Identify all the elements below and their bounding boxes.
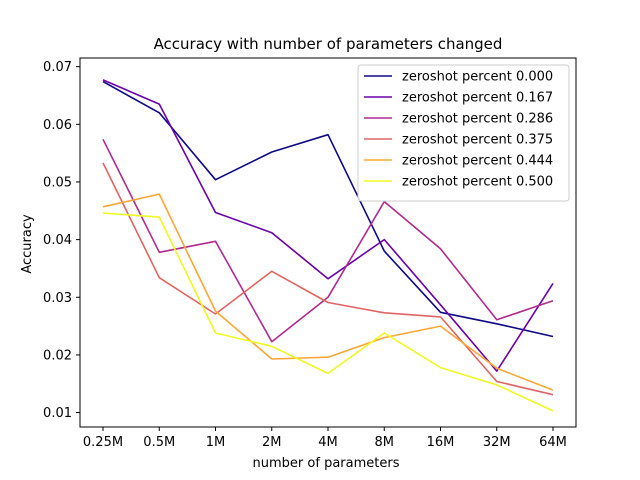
y-tick-label: 0.04: [43, 233, 72, 248]
chart-title: Accuracy with number of parameters chang…: [154, 35, 503, 53]
x-tick-label: 4M: [318, 435, 338, 450]
legend-label: zeroshot percent 0.444: [402, 154, 553, 169]
legend-label: zeroshot percent 0.286: [402, 112, 553, 127]
x-tick-label: 8M: [375, 435, 395, 450]
x-tick-label: 2M: [262, 435, 282, 450]
y-tick-label: 0.03: [43, 291, 72, 306]
plot-lines: [102, 79, 554, 412]
series-line-2: [102, 138, 554, 343]
legend-box: [357, 64, 570, 202]
series-line-4: [102, 193, 554, 391]
x-tick-label: 16M: [427, 435, 455, 450]
series-line-0: [102, 80, 554, 338]
y-tick-label: 0.06: [43, 118, 72, 133]
legend-label: zeroshot percent 0.000: [402, 70, 553, 85]
legend-label: zeroshot percent 0.375: [402, 133, 553, 148]
x-tick-label: 64M: [539, 435, 567, 450]
x-tick-label: 0.25M: [83, 435, 123, 450]
x-tick-label: 1M: [206, 435, 226, 450]
x-tick-label: 32M: [483, 435, 511, 450]
series-line-1: [102, 79, 554, 372]
legend: zeroshot percent 0.000 zeroshot percent 0…: [357, 64, 570, 202]
y-tick-label: 0.02: [43, 348, 72, 363]
y-tick-label: 0.05: [43, 175, 72, 190]
legend-label: zeroshot percent 0.500: [402, 175, 553, 190]
x-axis: 0.25M 0.5M 1M 2M 4M 8M 16M 32M 64M: [83, 427, 567, 450]
legend-label: zeroshot percent 0.167: [402, 91, 553, 106]
x-axis-label: number of parameters: [253, 456, 400, 471]
y-tick-label: 0.07: [43, 60, 72, 75]
y-axis-label: Accuracy: [20, 214, 35, 274]
y-axis: 0.01 0.02 0.03 0.04 0.05 0.06 0.07: [43, 60, 80, 421]
x-tick-label: 0.5M: [143, 435, 175, 450]
series-line-5: [102, 212, 554, 412]
y-tick-label: 0.01: [43, 406, 72, 421]
series-line-3: [102, 162, 554, 396]
